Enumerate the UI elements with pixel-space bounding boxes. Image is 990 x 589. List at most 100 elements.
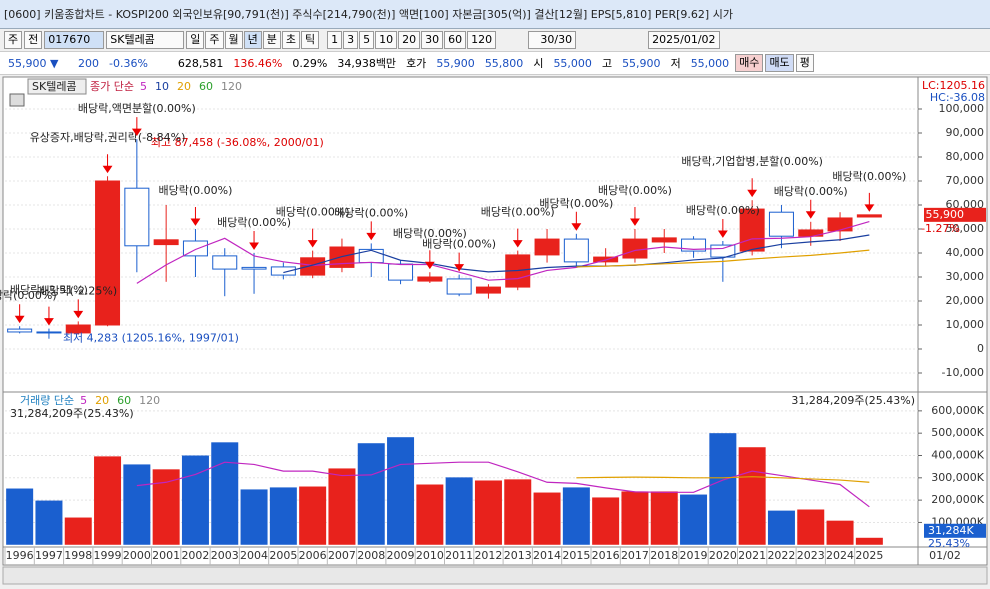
candle-body	[212, 255, 238, 270]
volume-bar	[357, 443, 385, 545]
change: 200	[78, 56, 99, 70]
high-label: 고	[601, 57, 613, 70]
bid: 55,800	[484, 56, 524, 70]
annotation: 배당락(0.00%)	[481, 206, 555, 219]
x-tick-label: 2002	[181, 549, 209, 562]
annotation: 배당락(0.00%)	[422, 238, 496, 251]
icon	[9, 93, 25, 107]
candle-body	[7, 328, 33, 333]
x-tick-label: 2011	[445, 549, 473, 562]
button[interactable]: 120	[467, 31, 497, 49]
mode[interactable]: 전	[24, 31, 43, 49]
volume-bar	[94, 456, 122, 545]
candle-body	[768, 211, 794, 237]
annotation-arrow	[424, 250, 435, 270]
volume-bar	[152, 469, 180, 545]
annotation: 배당락(0.00%)	[334, 206, 408, 219]
x-tick-label: 2018	[650, 549, 678, 562]
button[interactable]: 1	[327, 31, 343, 49]
mode[interactable]: 주	[4, 31, 23, 49]
button[interactable]: 30	[421, 31, 444, 49]
button[interactable]: 틱	[301, 31, 320, 49]
button[interactable]: 분	[262, 31, 281, 49]
x-tick-label: 2009	[387, 549, 415, 562]
volume-bar	[474, 480, 502, 545]
annotation: 배당락(0.00%)	[774, 185, 848, 198]
y-tick-label: 70,000	[946, 174, 985, 187]
turnover: 0.29%	[292, 56, 328, 70]
button[interactable]: 년	[243, 31, 262, 49]
annotation-arrow	[366, 221, 377, 241]
scrollbar[interactable]	[2, 566, 988, 585]
annotation-arrow	[44, 306, 54, 326]
annotation-arrow	[805, 199, 816, 219]
annotation: 배당락(-2.25%)	[39, 284, 117, 297]
annotation: 배당락(0.00%)	[598, 184, 672, 197]
annotation-arrow	[249, 231, 259, 250]
button[interactable]: 3	[343, 31, 359, 49]
y-tick-label: 30,000	[946, 270, 985, 283]
candle-body	[739, 208, 765, 252]
button[interactable]: 10	[375, 31, 398, 49]
name-box	[27, 78, 87, 95]
button[interactable]: 60	[444, 31, 467, 49]
x-tick-label: 2003	[211, 549, 239, 562]
annotation-arrow	[102, 154, 113, 174]
y-tick-label: 10,000	[946, 318, 985, 331]
volume-bar	[328, 468, 356, 545]
candle-body	[124, 187, 150, 247]
ask-label: 호가	[406, 57, 427, 70]
lc-label: LC:1205.16	[922, 79, 985, 92]
avg-button[interactable]: 평	[795, 54, 814, 72]
high: 55,900	[622, 56, 661, 70]
volume-bar	[680, 494, 708, 545]
legend-entry: 60	[199, 80, 213, 93]
stock-name[interactable]: SK텔레콤	[106, 31, 185, 49]
candle-body	[95, 180, 121, 326]
x-tick-label: 2008	[357, 549, 385, 562]
min-label: 최저 4,283 (1205.16%, 1997/01)	[63, 332, 239, 345]
x-tick-label: 2020	[709, 549, 737, 562]
legend-entry: 10	[155, 80, 169, 93]
y-tick-label: 500,000K	[931, 426, 984, 439]
volume-bar	[797, 509, 825, 545]
x-tick-label: 2024	[826, 549, 854, 562]
candle-body	[329, 246, 355, 268]
sell-button[interactable]: 매도	[765, 54, 794, 72]
code-input[interactable]: 017670	[44, 31, 105, 49]
button[interactable]: 초	[281, 31, 300, 49]
legend-entry: 60	[117, 394, 131, 407]
volume-bar	[533, 492, 561, 545]
annotation: 배당락(0.00%)	[159, 184, 233, 197]
last-pct-label: -1.27%	[921, 222, 960, 235]
window-title: [0600] 키움종합차트 - KOSPI200 외국인보유[90,791(천)…	[0, 0, 990, 29]
annotation: 배당락(0.00%)	[539, 197, 613, 210]
volume-bar	[64, 517, 92, 545]
volume-bar	[6, 488, 34, 545]
candle-body	[446, 278, 472, 295]
buy-button[interactable]: 매수	[735, 54, 764, 72]
candle-body	[651, 237, 677, 243]
candle-body	[358, 248, 384, 264]
annotation: 배당락,기업합병,분할(0.00%)	[681, 155, 823, 168]
annotation: 배당락(0.00%)	[686, 204, 760, 217]
open-label: 시	[533, 57, 544, 70]
button[interactable]: 주	[205, 31, 224, 49]
x-tick-label: 2025	[855, 549, 883, 562]
legend-entry: 120	[139, 394, 160, 407]
button[interactable]: 20	[398, 31, 421, 49]
y-tick-label: 20,000	[946, 294, 985, 307]
x-tick-label: 2023	[797, 549, 825, 562]
x-tick-label: 2004	[240, 549, 268, 562]
button[interactable]: 일	[186, 31, 205, 49]
last-price-label: 55,900	[926, 208, 965, 221]
x-tick-label: 2016	[592, 549, 620, 562]
button[interactable]: 월	[224, 31, 243, 49]
annotation-arrow	[14, 304, 25, 324]
button[interactable]: 5	[359, 31, 375, 49]
date[interactable]: 2025/01/02	[648, 31, 720, 49]
y-tick-label: 60,000	[946, 198, 985, 211]
volume-bar	[650, 491, 678, 545]
candle-body	[241, 266, 267, 270]
interval-buttons: 1 3 5 10 20 30 60 120	[327, 31, 497, 49]
